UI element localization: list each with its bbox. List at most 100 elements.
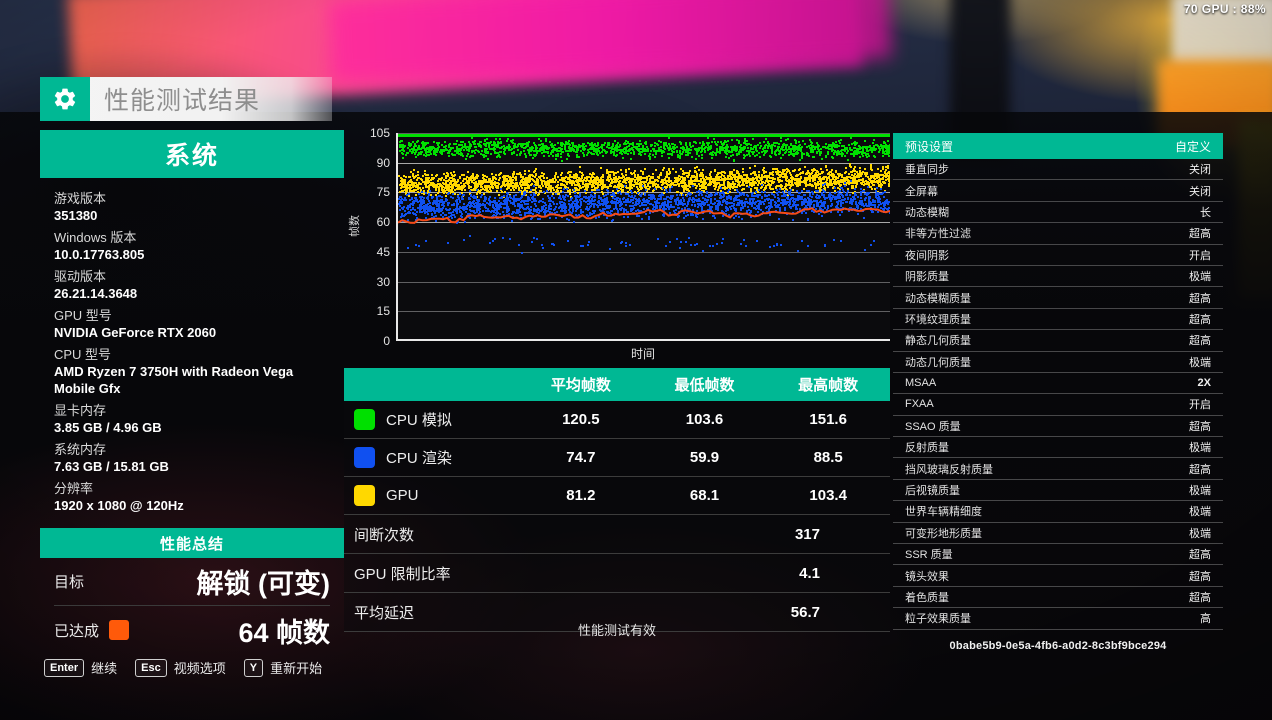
series-color-swatch (354, 447, 375, 468)
setting-row[interactable]: 静态几何质量 超高 (893, 330, 1223, 352)
key-hint-esc[interactable]: Esc 视频选项 (135, 658, 226, 677)
system-info-value: NVIDIA GeForce RTX 2060 (54, 324, 330, 341)
chart-y-tick: 75 (358, 185, 390, 199)
metric-name: 平均延迟 (354, 602, 414, 623)
setting-row[interactable]: 可变形地形质量 极端 (893, 523, 1223, 545)
setting-name: FXAA (905, 398, 934, 410)
setting-row[interactable]: 世界车辆精细度 极端 (893, 501, 1223, 523)
setting-row[interactable]: 反射质量 极端 (893, 437, 1223, 459)
results-max-cell: 151.6 (766, 411, 890, 428)
setting-name: SSR 质量 (905, 546, 953, 562)
system-info-key: 显卡内存 (54, 403, 330, 419)
setting-row[interactable]: MSAA 2X (893, 373, 1223, 395)
preset-value: 自定义 (1175, 138, 1211, 155)
setting-name: MSAA (905, 377, 936, 389)
setting-row[interactable]: 镜头效果 超高 (893, 565, 1223, 587)
setting-row[interactable]: 动态几何质量 极端 (893, 352, 1223, 373)
setting-value: 极端 (1189, 268, 1211, 284)
table-row: GPU 81.2 68.1 103.4 (344, 477, 890, 515)
results-column-header: 最低帧数 (643, 374, 767, 395)
metric-value: 317 (795, 526, 878, 543)
key-hint-y[interactable]: Y 重新开始 (243, 658, 322, 677)
benchmark-validity-text: 性能测试有效 (344, 620, 890, 639)
setting-row[interactable]: 后视镜质量 极端 (893, 480, 1223, 502)
setting-name: 世界车辆精细度 (905, 503, 982, 519)
setting-name: 动态模糊质量 (905, 290, 971, 306)
setting-value: 长 (1200, 204, 1211, 220)
setting-row[interactable]: 阴影质量 极端 (893, 266, 1223, 288)
metric-value: 4.1 (799, 565, 878, 582)
results-avg-cell: 120.5 (519, 411, 643, 428)
chart-y-tick: 15 (358, 304, 390, 318)
setting-row[interactable]: 垂直同步 关闭 (893, 159, 1223, 181)
setting-row[interactable]: 夜间阴影 开启 (893, 245, 1223, 266)
setting-value: 开启 (1189, 396, 1211, 412)
settings-panel-header: 预设设置 自定义 (893, 133, 1223, 159)
setting-row[interactable]: 动态模糊 长 (893, 202, 1223, 224)
system-info-value: 10.0.17763.805 (54, 246, 330, 263)
key-action-label: 继续 (91, 658, 117, 677)
setting-row[interactable]: 动态模糊质量 超高 (893, 287, 1223, 309)
chart-y-tick: 60 (358, 215, 390, 229)
setting-row[interactable]: SSAO 质量 超高 (893, 416, 1223, 438)
setting-row[interactable]: FXAA 开启 (893, 394, 1223, 416)
target-row: 目标 解锁 (可变) (54, 558, 330, 606)
setting-value: 超高 (1189, 546, 1211, 562)
results-column-header: 最高帧数 (766, 374, 890, 395)
system-info-value: 26.21.14.3648 (54, 285, 330, 302)
setting-value: 超高 (1189, 418, 1211, 434)
setting-row[interactable]: 环境纹理质量 超高 (893, 309, 1223, 331)
key-cap: Esc (135, 658, 167, 677)
system-info-row: 驱动版本 26.21.14.3648 (54, 269, 330, 302)
setting-name: 动态几何质量 (905, 354, 971, 370)
setting-value: 关闭 (1189, 183, 1211, 199)
chart-y-tick: 0 (358, 334, 390, 348)
setting-value: 极端 (1189, 503, 1211, 519)
metric-value: 56.7 (791, 604, 878, 621)
fps-chart: 帧数 0 15 30 45 60 75 90 105 时间 (344, 126, 890, 363)
table-row: GPU 限制比率 4.1 (344, 554, 890, 593)
system-info-row: 分辨率 1920 x 1080 @ 120Hz (54, 481, 330, 514)
table-row: 间断次数 317 (344, 515, 890, 554)
chart-gridline (398, 311, 890, 313)
target-value: 解锁 (可变) (197, 562, 330, 601)
table-row: 平均延迟 56.7 (344, 593, 890, 632)
setting-value: 超高 (1189, 225, 1211, 241)
setting-value: 超高 (1189, 332, 1211, 348)
setting-name: 垂直同步 (905, 161, 949, 177)
title-bar: 性能测试结果 (40, 77, 332, 121)
setting-name: 静态几何质量 (905, 332, 971, 348)
setting-row[interactable]: 粒子效果质量 高 (893, 608, 1223, 630)
setting-name: 反射质量 (905, 439, 949, 455)
system-info-key: 分辨率 (54, 481, 330, 497)
setting-value: 极端 (1189, 439, 1211, 455)
setting-value: 极端 (1189, 525, 1211, 541)
setting-row[interactable]: 全屏幕 关闭 (893, 180, 1223, 202)
setting-row[interactable]: 非等方性过滤 超高 (893, 223, 1223, 245)
setting-row[interactable]: 着色质量 超高 (893, 587, 1223, 609)
system-panel-header: 系统 (40, 130, 344, 178)
chart-gridline (398, 222, 890, 224)
setting-value: 关闭 (1189, 161, 1211, 177)
setting-name: 全屏幕 (905, 183, 938, 199)
performance-summary-header: 性能总结 (40, 528, 344, 558)
setting-row[interactable]: SSR 质量 超高 (893, 544, 1223, 566)
results-min-cell: 103.6 (643, 411, 767, 428)
setting-name: 粒子效果质量 (905, 610, 971, 626)
left-column: 系统 游戏版本 351380 Windows 版本 10.0.17763.805 驱动版… (40, 130, 344, 654)
chart-x-axis-label: 时间 (396, 345, 890, 362)
key-cap: Enter (44, 658, 85, 677)
setting-value: 开启 (1189, 247, 1211, 263)
target-label: 目标 (54, 571, 84, 592)
metric-name: 间断次数 (354, 524, 414, 545)
setting-row[interactable]: 挡风玻璃反射质量 超高 (893, 458, 1223, 480)
system-info-row: CPU 型号 AMD Ryzen 7 3750H with Radeon Vega… (54, 347, 330, 397)
setting-name: SSAO 质量 (905, 418, 961, 434)
setting-value: 超高 (1189, 290, 1211, 306)
setting-name: 可变形地形质量 (905, 525, 982, 541)
setting-value: 高 (1200, 610, 1211, 626)
key-hint-enter[interactable]: Enter 继续 (44, 658, 117, 677)
page-title: 性能测试结果 (90, 81, 260, 117)
system-info-list: 游戏版本 351380 Windows 版本 10.0.17763.805 驱动版本 26… (40, 178, 344, 528)
achieved-color-swatch (109, 620, 130, 640)
